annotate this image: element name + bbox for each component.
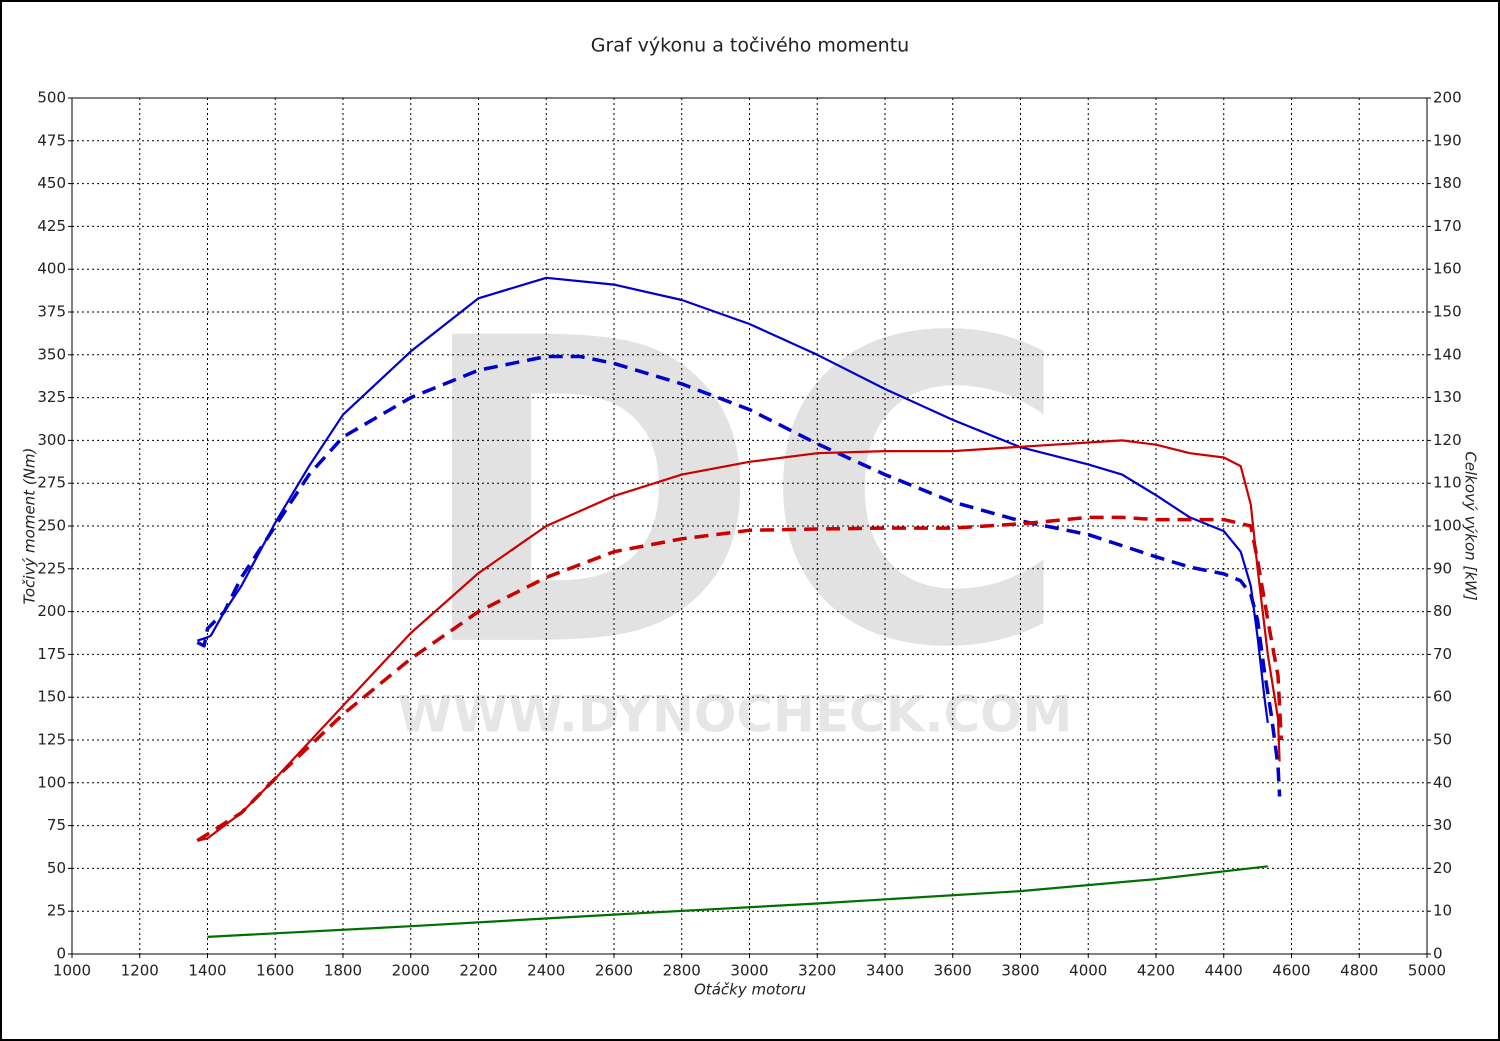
y-tick-label: 450	[37, 174, 66, 192]
y2-tick-label: 160	[1433, 260, 1462, 278]
y2-tick-label: 10	[1433, 902, 1452, 920]
chart-title: Graf výkonu a točivého momentu	[591, 35, 909, 57]
x-tick-label: 3200	[798, 962, 836, 980]
y2-tick-label: 200	[1433, 89, 1462, 107]
x-tick-label: 4800	[1340, 962, 1378, 980]
y2-tick-label: 30	[1433, 816, 1452, 834]
y-tick-label: 175	[37, 645, 66, 663]
x-tick-label: 4200	[1137, 962, 1175, 980]
x-tick-label: 2000	[392, 962, 430, 980]
y-tick-label: 225	[37, 559, 66, 577]
y-tick-label: 300	[37, 431, 66, 449]
y-tick-label: 50	[47, 859, 66, 877]
x-tick-label: 2400	[527, 962, 565, 980]
y-tick-label: 150	[37, 688, 66, 706]
series-line	[197, 439, 1281, 842]
watermark-url: WWW.DYNOCHECK.COM	[398, 686, 1073, 744]
x-tick-label: 3400	[866, 962, 904, 980]
y-tick-label: 0	[56, 945, 66, 963]
y-tick-label: 100	[37, 773, 66, 791]
series-line	[196, 515, 1284, 843]
x-tick-label: 1200	[121, 962, 159, 980]
y2-tick-label: 80	[1433, 602, 1452, 620]
y2-tick-label: 0	[1433, 945, 1443, 963]
y2-tick-label: 120	[1433, 431, 1462, 449]
y2-tick-label: 40	[1433, 773, 1452, 791]
y2-tick-label: 140	[1433, 345, 1462, 363]
y-axis-label: Točivý moment (Nm)	[21, 448, 39, 605]
y2-tick-label: 20	[1433, 859, 1452, 877]
plot-border	[71, 97, 1428, 955]
y2-tick-label: 50	[1433, 731, 1452, 749]
watermark: DC	[414, 251, 1071, 740]
x-tick-label: 1000	[53, 962, 91, 980]
y-tick-label: 250	[37, 517, 66, 535]
series-line	[196, 354, 1282, 797]
y-tick-label: 75	[47, 816, 66, 834]
series-line	[207, 865, 1268, 938]
y-tick-label: 25	[47, 902, 66, 920]
x-tick-label: 3000	[730, 962, 768, 980]
x-tick-label: 1400	[188, 962, 226, 980]
y2-tick-label: 150	[1433, 303, 1462, 321]
y2-tick-label: 190	[1433, 131, 1462, 149]
y-tick-label: 325	[37, 388, 66, 406]
y-tick-label: 425	[37, 217, 66, 235]
y-tick-label: 350	[37, 345, 66, 363]
y2-tick-label: 60	[1433, 688, 1452, 706]
y-tick-label: 475	[37, 131, 66, 149]
x-tick-label: 2600	[595, 962, 633, 980]
x-tick-label: 2200	[459, 962, 497, 980]
y2-tick-label: 180	[1433, 174, 1462, 192]
x-tick-label: 4600	[1272, 962, 1310, 980]
y2-tick-label: 90	[1433, 559, 1452, 577]
y-tick-label: 125	[37, 731, 66, 749]
y2-tick-label: 170	[1433, 217, 1462, 235]
x-tick-label: 3600	[934, 962, 972, 980]
y-tick-label: 275	[37, 474, 66, 492]
x-tick-label: 1600	[256, 962, 294, 980]
y2-tick-label: 130	[1433, 388, 1462, 406]
x-tick-label: 2800	[663, 962, 701, 980]
x-tick-label: 4000	[1069, 962, 1107, 980]
x-tick-label: 5000	[1408, 962, 1446, 980]
y2-axis-label: Celkový výkon [kW]	[1462, 451, 1480, 601]
y-tick-label: 400	[37, 260, 66, 278]
x-axis-label: Otáčky motoru	[694, 981, 806, 999]
y-tick-label: 500	[37, 89, 66, 107]
y2-tick-label: 70	[1433, 645, 1452, 663]
y-tick-label: 375	[37, 303, 66, 321]
x-tick-label: 4400	[1205, 962, 1243, 980]
y-tick-label: 200	[37, 602, 66, 620]
y2-tick-label: 110	[1433, 474, 1462, 492]
x-tick-label: 3800	[1001, 962, 1039, 980]
y2-tick-label: 100	[1433, 517, 1462, 535]
x-tick-label: 1800	[324, 962, 362, 980]
